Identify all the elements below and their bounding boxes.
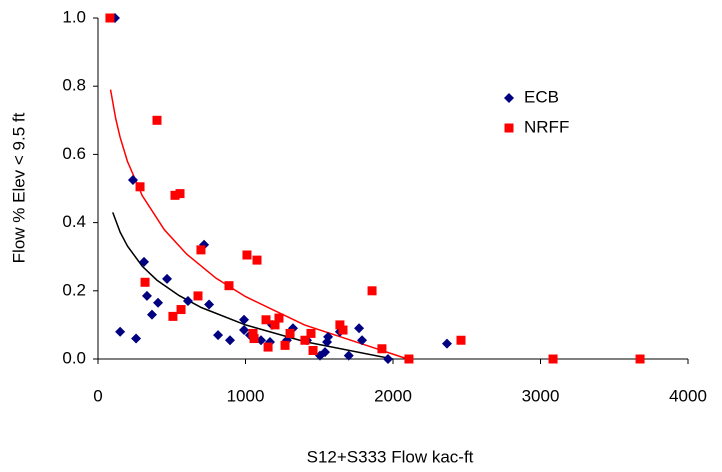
y-tick-label: 0.0 [62,348,86,367]
data-point [115,326,126,337]
y-tick-label: 0.6 [62,144,86,163]
data-point [224,281,234,291]
data-point [196,245,206,255]
data-point [263,342,273,352]
y-tick-label: 0.2 [62,280,86,299]
data-point [252,255,262,265]
data-point [242,250,252,260]
data-point [162,273,173,284]
data-point [335,320,345,330]
data-point [343,350,354,361]
data-point [135,182,145,192]
data-point [382,354,393,364]
data-point [248,328,258,338]
data-point [308,345,318,355]
data-point [255,335,266,346]
data-point [441,338,452,349]
data-point [127,174,138,185]
x-tick-label: 1000 [227,386,265,405]
data-point [176,305,186,315]
data-point [131,333,142,344]
data-point [285,328,295,338]
data-point [354,323,365,334]
trend-line [109,89,408,360]
data-point [213,330,224,341]
x-tick-label: 2000 [374,386,412,405]
data-point [140,277,150,287]
legend-marker [504,123,514,133]
data-point [300,335,310,345]
data-point [261,315,271,325]
data-point [357,335,368,346]
x-tick-label: 0 [93,386,102,405]
data-point [548,354,558,364]
data-point [274,313,284,323]
data-point [239,325,250,336]
data-point [153,297,164,308]
data-point [204,299,215,310]
data-point [170,190,180,200]
trend-line [112,212,394,360]
x-axis-label: S12+S333 Flow kac-ft [307,447,474,466]
y-tick-label: 0.4 [62,212,86,231]
data-point [249,334,259,344]
data-point [280,340,290,350]
data-point [105,13,115,23]
data-point [367,286,377,296]
data-point [635,354,645,364]
y-tick-label: 1.0 [62,7,86,26]
data-point [323,331,334,342]
data-point [168,311,178,321]
data-point [320,347,331,358]
data-point [306,328,316,338]
data-point [193,291,203,301]
data-point [456,335,466,345]
data-point [377,344,387,354]
x-tick-label: 3000 [522,386,560,405]
data-point [152,115,162,125]
data-point [338,325,348,335]
data-point [270,320,280,330]
legend-marker [504,93,514,103]
legend-label: ECB [524,87,559,106]
data-point [175,189,185,199]
y-tick-label: 0.8 [62,76,86,95]
x-tick-label: 4000 [669,386,707,405]
legend-label: NRFF [524,117,569,136]
data-point [239,314,250,325]
data-point [225,335,236,346]
data-point [146,309,157,320]
data-point [404,354,414,364]
data-point [139,256,150,267]
y-axis-label: Flow % Elev < 9.5 ft [9,112,28,263]
data-point [182,296,193,307]
data-point [141,290,152,301]
